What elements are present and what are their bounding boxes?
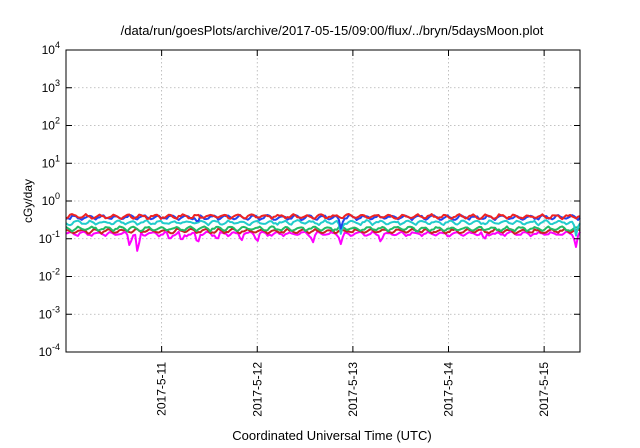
x-tick-label: 2017-5-12 [250, 362, 264, 417]
y-tick-label: 104 [42, 40, 60, 57]
chart-title: /data/run/goesPlots/archive/2017-05-15/0… [121, 23, 544, 38]
x-tick-label: 2017-5-11 [155, 362, 169, 416]
y-tick-label: 10-2 [39, 267, 60, 284]
series-line-1 [65, 230, 581, 252]
series-line-3 [65, 225, 581, 233]
x-axis-label: Coordinated Universal Time (UTC) [232, 428, 431, 443]
x-tick-label: 2017-5-15 [537, 362, 551, 417]
y-tick-label: 101 [42, 153, 60, 170]
y-tick-label: 102 [42, 116, 60, 133]
grid [66, 50, 580, 352]
series-group [65, 213, 581, 252]
y-tick-label: 10-3 [39, 304, 60, 321]
series-line-6 [65, 213, 581, 221]
x-axis-ticks: 2017-5-11 2017-5-12 2017-5-13 2017-5-14 2017… [155, 50, 551, 417]
x-tick-label: 2017-5-14 [442, 362, 456, 417]
y-tick-label: 10-4 [39, 342, 60, 359]
y-tick-label: 10-1 [39, 229, 60, 246]
y-axis-label: cGy/day [21, 179, 35, 223]
y-axis-ticks: 10-4 10-3 10-2 10-1 100 101 102 103 104 [39, 40, 580, 359]
y-tick-label: 103 [42, 78, 60, 95]
y-tick-label: 100 [42, 191, 60, 208]
x-tick-label: 2017-5-13 [346, 362, 360, 417]
series-line-4 [65, 219, 581, 237]
